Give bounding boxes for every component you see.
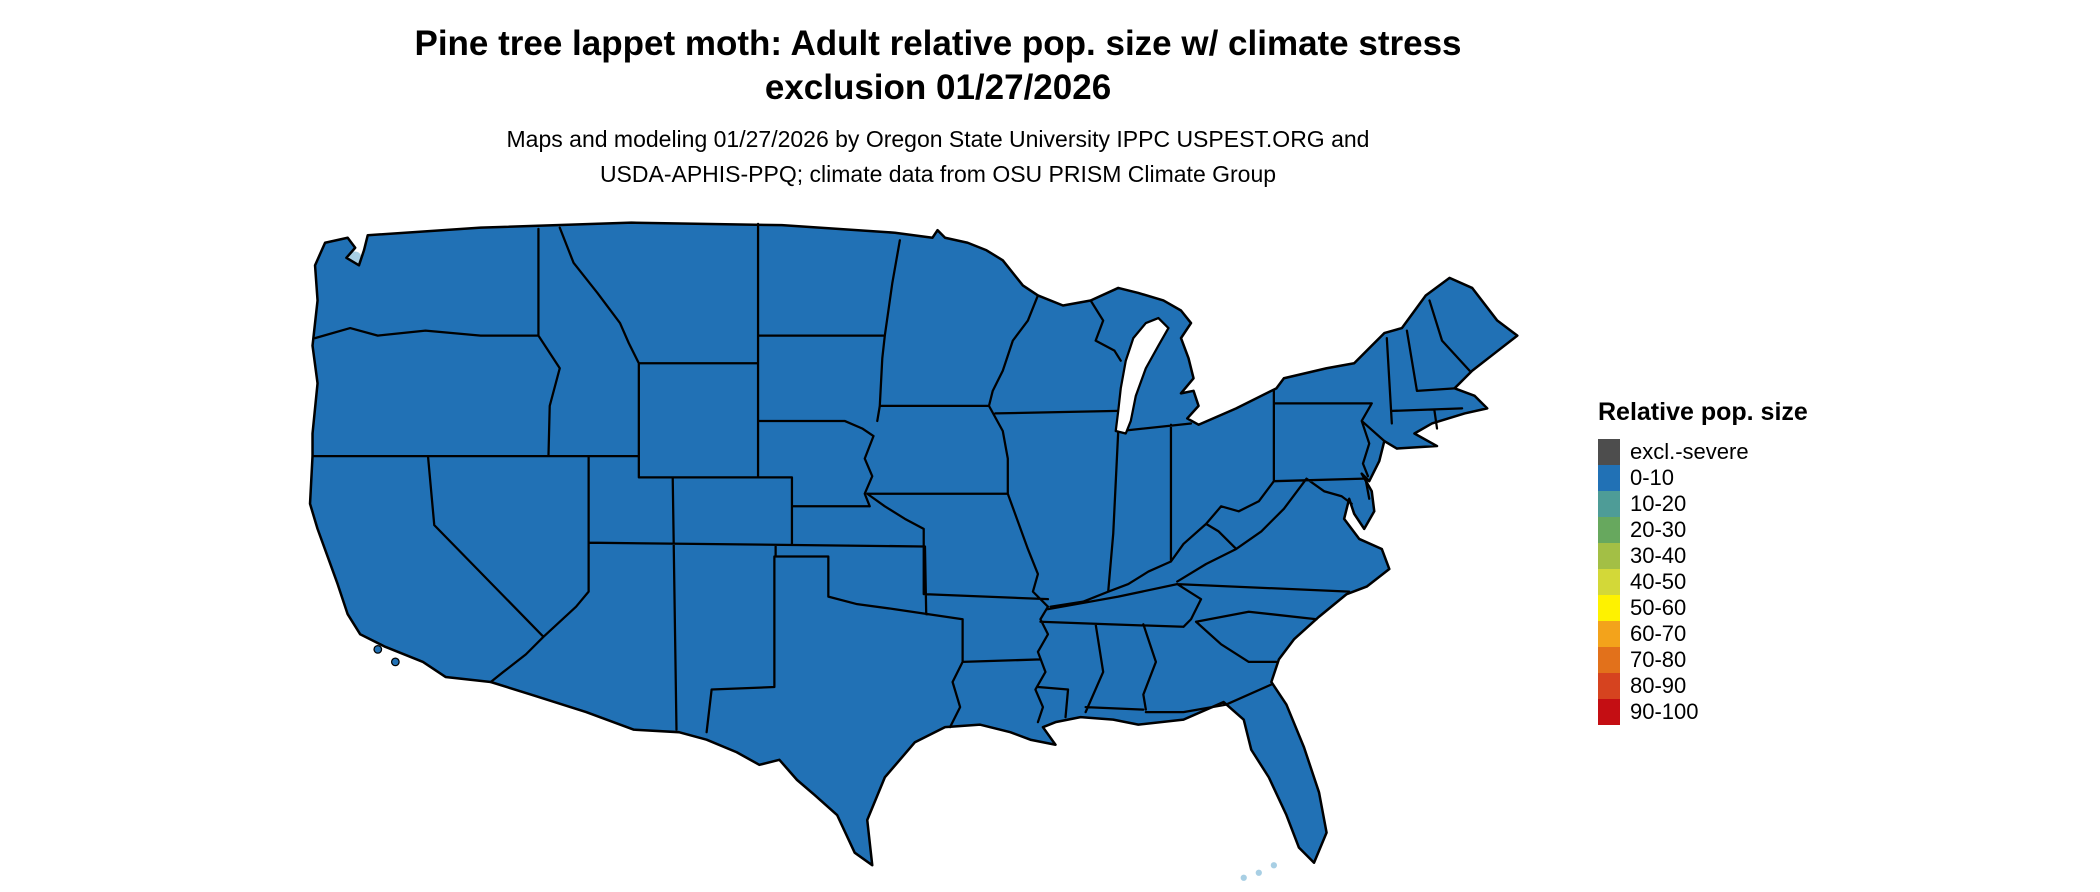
- us-map-svg: [308, 221, 1519, 881]
- legend-item: 80-90: [1598, 673, 1808, 699]
- legend-item: 10-20: [1598, 491, 1808, 517]
- legend-swatch: [1598, 595, 1620, 621]
- legend-item: 30-40: [1598, 543, 1808, 569]
- legend-swatch: [1598, 569, 1620, 595]
- legend-title: Relative pop. size: [1598, 398, 1808, 426]
- us-outline: [308, 221, 1519, 867]
- legend-item: 70-80: [1598, 647, 1808, 673]
- florida-keys-icon: [1270, 862, 1277, 869]
- legend-swatch: [1598, 621, 1620, 647]
- legend-swatch: [1598, 465, 1620, 491]
- state-borders: [311, 222, 1471, 734]
- legend-label: 0-10: [1630, 465, 1675, 490]
- legend: Relative pop. size excl.-severe 0-10 10-20…: [1598, 398, 1808, 725]
- legend-label: 90-100: [1630, 699, 1699, 724]
- legend-item: excl.-severe: [1598, 439, 1808, 465]
- title-line-2: exclusion 01/27/2026: [764, 68, 1112, 107]
- page-subtitle: Maps and modeling 01/27/2026 by Oregon S…: [0, 122, 1876, 192]
- legend-label: 60-70: [1630, 621, 1687, 646]
- legend-swatch: [1598, 439, 1620, 465]
- legend-label: 50-60: [1630, 595, 1687, 620]
- map-header: Pine tree lappet moth: Adult relative po…: [0, 22, 1876, 192]
- legend-items: excl.-severe 0-10 10-20 20-30 30-40 40-50 50-6…: [1598, 439, 1808, 725]
- subtitle-line-1: Maps and modeling 01/27/2026 by Oregon S…: [506, 126, 1370, 152]
- legend-item: 60-70: [1598, 621, 1808, 647]
- legend-item: 0-10: [1598, 465, 1808, 491]
- legend-label: 40-50: [1630, 569, 1687, 594]
- legend-swatch: [1598, 491, 1620, 517]
- lake-michigan: [1114, 316, 1170, 435]
- us-map: [305, 220, 1560, 892]
- legend-item: 50-60: [1598, 595, 1808, 621]
- legend-swatch: [1598, 517, 1620, 543]
- page-title: Pine tree lappet moth: Adult relative po…: [0, 22, 1876, 110]
- channel-islands-icon: [390, 657, 400, 667]
- legend-item: 20-30: [1598, 517, 1808, 543]
- legend-swatch: [1598, 699, 1620, 725]
- legend-item: 90-100: [1598, 699, 1808, 725]
- legend-swatch: [1598, 647, 1620, 673]
- florida-keys-icon: [1255, 869, 1262, 876]
- legend-label: excl.-severe: [1630, 439, 1749, 464]
- subtitle-line-2: USDA-APHIS-PPQ; climate data from OSU PR…: [599, 161, 1277, 187]
- florida-keys-icon: [1240, 874, 1247, 881]
- legend-label: 70-80: [1630, 647, 1687, 672]
- legend-label: 10-20: [1630, 491, 1687, 516]
- legend-swatch: [1598, 673, 1620, 699]
- legend-swatch: [1598, 543, 1620, 569]
- title-line-1: Pine tree lappet moth: Adult relative po…: [414, 24, 1462, 63]
- channel-islands-icon: [373, 644, 383, 654]
- legend-label: 80-90: [1630, 673, 1687, 698]
- legend-label: 20-30: [1630, 517, 1687, 542]
- legend-item: 40-50: [1598, 569, 1808, 595]
- legend-label: 30-40: [1630, 543, 1687, 568]
